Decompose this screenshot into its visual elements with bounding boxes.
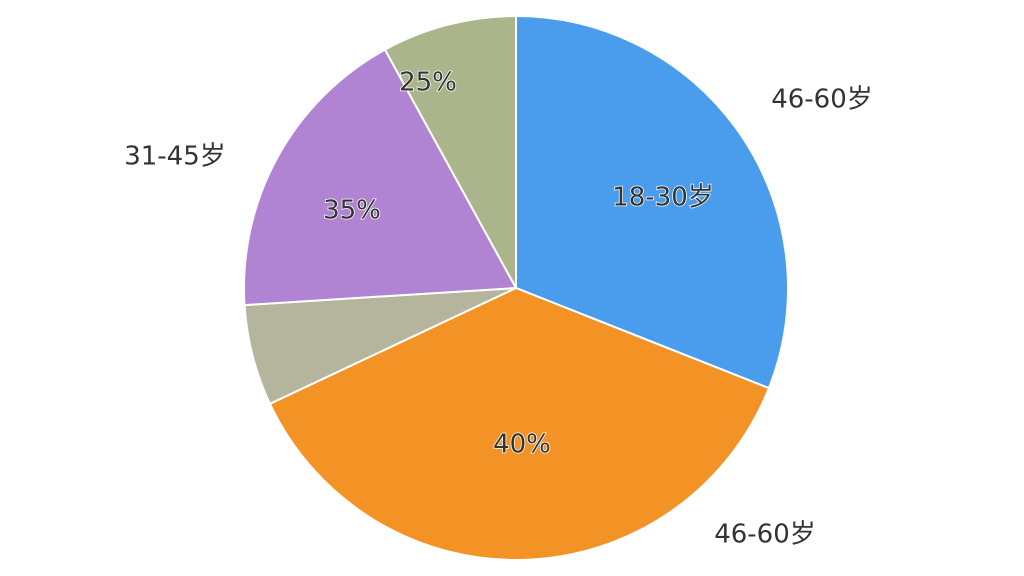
pie-slice	[383, 14, 517, 289]
slice-annotation: 31-45岁	[124, 142, 226, 172]
pie-slice	[268, 286, 771, 561]
slice-annotation: 40%	[493, 430, 551, 460]
slice-annotation: 46-60岁	[714, 520, 816, 550]
slice-annotation: 18-30岁	[612, 183, 714, 213]
slice-annotation: 25%	[399, 68, 457, 98]
pie-slice	[515, 14, 789, 390]
slice-annotation: 46-60岁	[771, 85, 873, 115]
pie-slice	[243, 48, 518, 307]
slice-annotation: 35%	[323, 196, 381, 226]
